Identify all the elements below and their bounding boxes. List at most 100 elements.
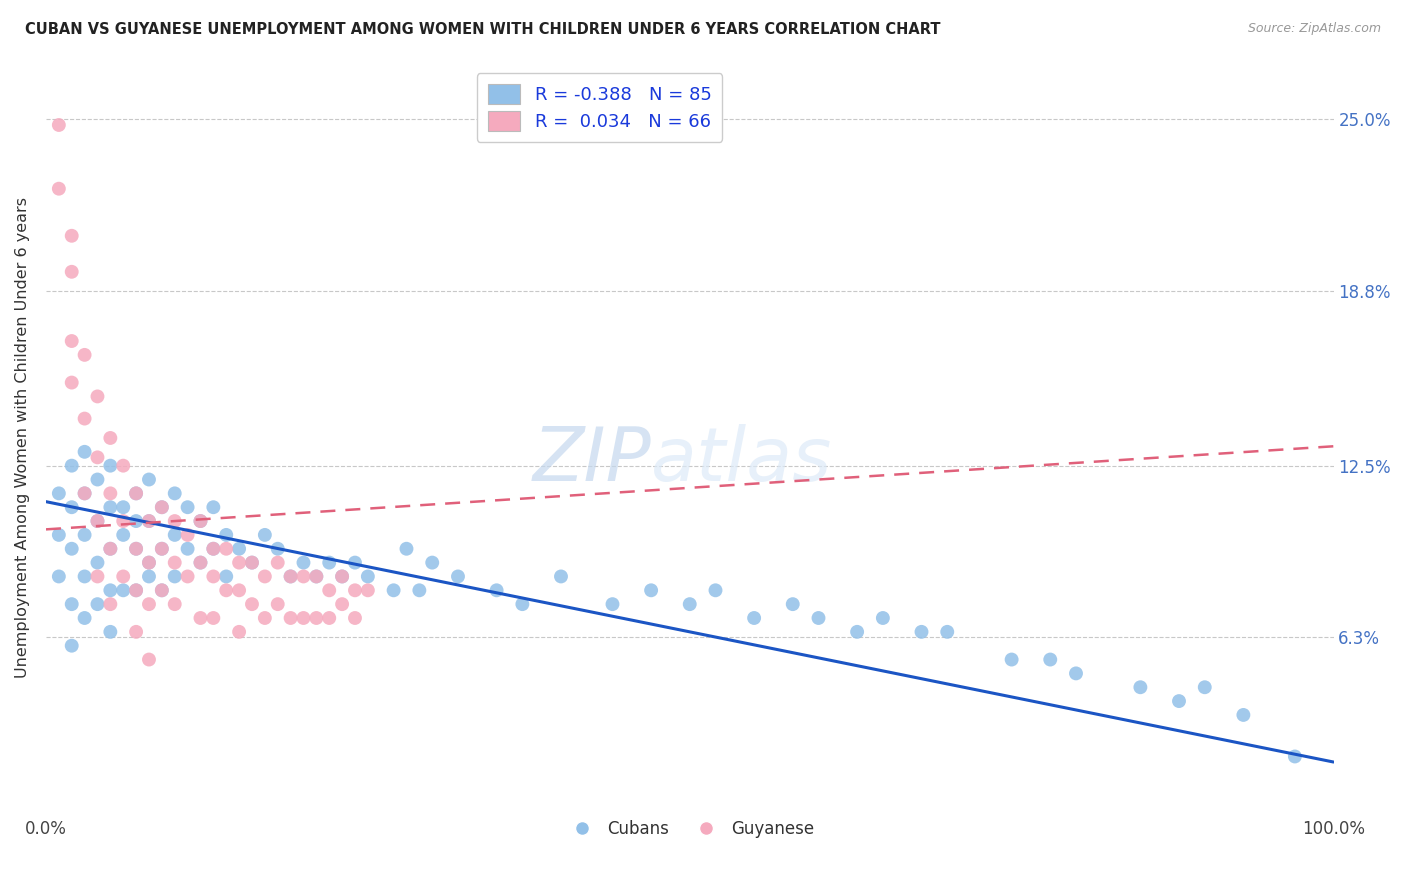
Point [1168,694,1191,708]
Point [73,611,96,625]
Point [86,597,108,611]
Point [305,569,328,583]
Point [202,569,225,583]
Point [60,639,83,653]
Point [280,611,302,625]
Point [253,569,276,583]
Point [163,486,186,500]
Point [112,528,135,542]
Point [125,541,148,556]
Point [98,583,121,598]
Point [138,597,160,611]
Point [86,569,108,583]
Point [267,556,290,570]
Point [343,556,366,570]
Point [704,583,727,598]
Point [138,514,160,528]
Point [1129,680,1152,694]
Point [202,541,225,556]
Point [228,556,250,570]
Point [782,597,804,611]
Point [240,556,263,570]
Point [138,556,160,570]
Point [86,450,108,465]
Point [60,458,83,473]
Point [48,569,70,583]
Point [447,569,470,583]
Point [215,541,238,556]
Point [125,583,148,598]
Point [215,583,238,598]
Point [280,569,302,583]
Point [60,228,83,243]
Point [98,486,121,500]
Point [73,486,96,500]
Point [176,500,198,515]
Point [138,569,160,583]
Point [846,624,869,639]
Point [280,569,302,583]
Point [292,611,315,625]
Point [48,182,70,196]
Point [98,500,121,515]
Point [292,569,315,583]
Point [176,528,198,542]
Point [73,411,96,425]
Point [807,611,830,625]
Point [163,597,186,611]
Point [150,583,173,598]
Point [98,431,121,445]
Point [86,389,108,403]
Point [60,265,83,279]
Y-axis label: Unemployment Among Women with Children Under 6 years: Unemployment Among Women with Children U… [15,197,30,679]
Point [1039,652,1062,666]
Point [73,445,96,459]
Point [408,583,430,598]
Point [138,473,160,487]
Point [215,569,238,583]
Point [485,583,508,598]
Point [742,611,765,625]
Point [112,569,135,583]
Point [150,583,173,598]
Point [48,486,70,500]
Point [640,583,662,598]
Point [190,556,212,570]
Point [1194,680,1216,694]
Point [163,569,186,583]
Point [125,624,148,639]
Point [112,583,135,598]
Point [48,118,70,132]
Point [112,500,135,515]
Point [60,334,83,348]
Point [910,624,932,639]
Point [305,611,328,625]
Point [357,583,380,598]
Text: ZIP: ZIP [533,425,651,497]
Point [267,541,290,556]
Point [112,458,135,473]
Point [150,541,173,556]
Point [228,541,250,556]
Point [73,348,96,362]
Point [86,514,108,528]
Point [382,583,405,598]
Point [253,611,276,625]
Point [190,514,212,528]
Point [73,486,96,500]
Text: Source: ZipAtlas.com: Source: ZipAtlas.com [1247,22,1381,36]
Point [330,569,353,583]
Point [395,541,418,556]
Point [138,514,160,528]
Point [1064,666,1087,681]
Point [253,528,276,542]
Point [98,541,121,556]
Point [98,624,121,639]
Point [343,583,366,598]
Point [1232,707,1254,722]
Point [125,486,148,500]
Point [318,556,340,570]
Point [112,514,135,528]
Point [420,556,443,570]
Point [190,514,212,528]
